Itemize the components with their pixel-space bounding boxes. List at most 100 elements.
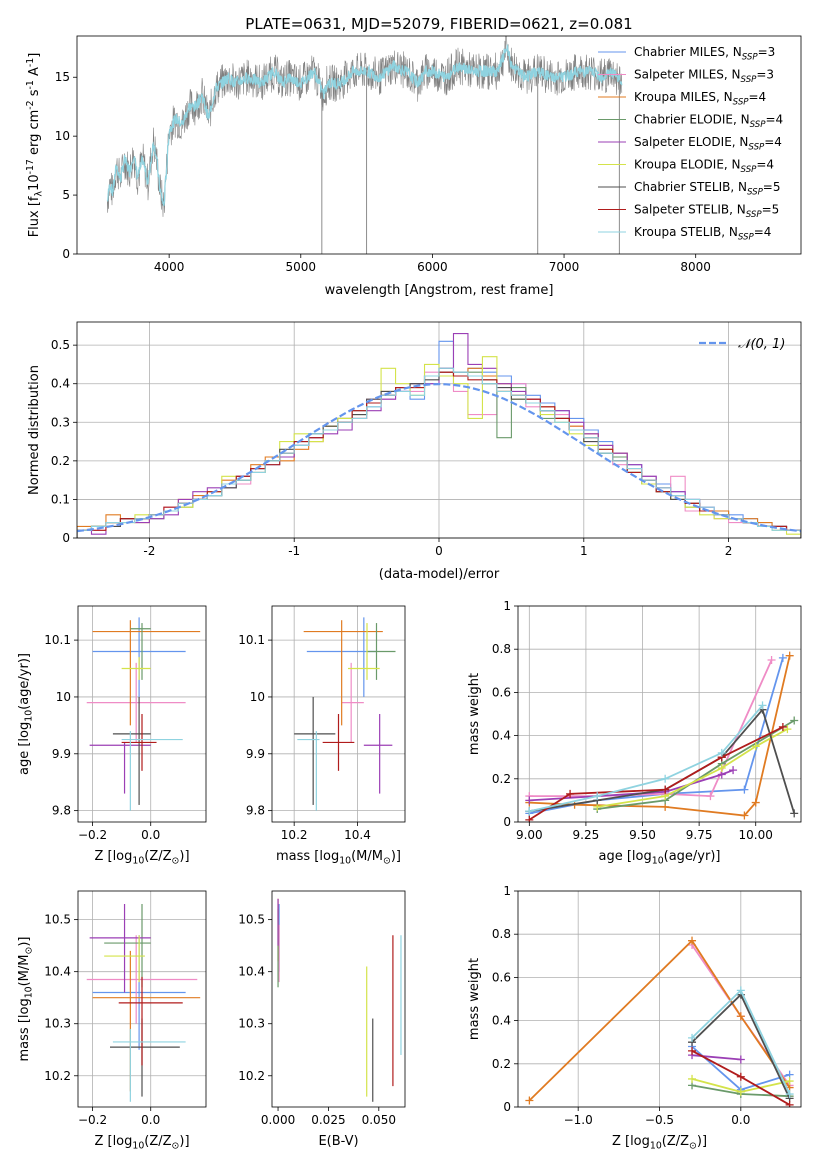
- label-segment: Kroupa ELODIE, N: [634, 158, 741, 172]
- label-segment: SSP: [741, 75, 758, 85]
- label-segment: erg cm: [27, 110, 42, 159]
- label-segment: -1: [25, 58, 36, 67]
- point-marker: [736, 986, 745, 995]
- label-segment: Kroupa MILES, N: [634, 90, 733, 104]
- label-segment: ⊙: [24, 947, 35, 955]
- y-tick-label: 10.5: [238, 913, 265, 927]
- point-marker: [736, 1072, 745, 1081]
- point-marker: [751, 798, 760, 807]
- label-segment: mass weight: [467, 673, 482, 755]
- point-marker: [790, 716, 799, 725]
- label-segment: =3: [758, 45, 776, 59]
- point-marker: [688, 1046, 697, 1055]
- y-tick-label: 10: [56, 690, 71, 704]
- y-tick-label: 10.2: [44, 1069, 71, 1083]
- point-marker: [751, 742, 760, 751]
- x-tick-label: 7000: [549, 260, 580, 274]
- label-segment: 10: [132, 856, 144, 867]
- axes-age-vs-Z: −0.2 0.0 9.8 9.9 10 10.1: [44, 605, 207, 842]
- label-segment: Chabrier ELODIE, N: [634, 113, 750, 127]
- x-tick-label: 0.000: [261, 1113, 295, 1127]
- legend: Chabrier MILES, NSSP=3 Salpeter MILES, NS…: [598, 45, 783, 243]
- label-segment: 10: [652, 856, 664, 867]
- x-tick-label: 1: [580, 544, 588, 558]
- x-axis-label: (data-model)/error: [379, 567, 500, 582]
- y-tick-label: 0.8: [492, 642, 511, 656]
- point-marker: [525, 815, 534, 822]
- point-marker: [661, 785, 670, 794]
- x-tick-label: −0.2: [78, 1113, 107, 1127]
- x-tick-label: −0.2: [78, 828, 107, 842]
- gaussian-reference-curve: [77, 382, 801, 533]
- x-tick-label: 9.50: [629, 828, 656, 842]
- label-segment: SSP: [742, 53, 759, 63]
- point-marker: [778, 722, 787, 731]
- legend-label: Kroupa MILES, NSSP=4: [634, 90, 766, 108]
- y-tick-label: 0: [503, 815, 511, 829]
- legend-label: Salpeter MILES, NSSP=3: [634, 68, 774, 86]
- x-tick-label: 10.00: [739, 828, 773, 842]
- mass-weight-series: [528, 939, 791, 1102]
- plot-area-spectrum: [106, 36, 623, 254]
- x-tick-label: 10.2: [281, 828, 308, 842]
- label-segment: =4: [756, 158, 774, 172]
- label-segment: 10: [24, 986, 35, 998]
- point-marker: [717, 764, 726, 772]
- axes-frame: [77, 605, 207, 823]
- y-tick-label: 0.2: [51, 454, 70, 468]
- legend-label: Kroupa ELODIE, NSSP=4: [634, 158, 774, 176]
- point-marker: [566, 789, 575, 798]
- label-segment: SSP: [748, 143, 765, 153]
- y-tick-label: 9.8: [52, 804, 71, 818]
- label-segment: Z [log: [94, 849, 132, 864]
- label-segment: mass weight: [467, 958, 482, 1040]
- y-axis-label: age [log10(age/yr)]: [17, 653, 35, 775]
- legend-label: Chabrier MILES, NSSP=3: [634, 45, 775, 63]
- label-segment: Salpeter STELIB, N: [634, 203, 746, 217]
- label-segment: SSP: [750, 120, 767, 130]
- label-segment: 10: [27, 174, 42, 191]
- x-tick-label: 0.025: [311, 1113, 345, 1127]
- axes-frame: [76, 35, 802, 255]
- x-tick-label: 9.75: [686, 828, 713, 842]
- y-axis-label: mass weight: [467, 958, 482, 1040]
- x-axis-label: age [log10(age/yr)]: [599, 849, 721, 867]
- x-tick-label: −1.0: [564, 1113, 593, 1127]
- y-axis-label: mass [log10(M/M⊙)]: [17, 937, 35, 1062]
- label-segment: ⊙: [172, 856, 180, 867]
- point-marker: [717, 748, 726, 757]
- label-segment: =3: [756, 68, 774, 82]
- axes-frame: [517, 890, 802, 1108]
- axes-frame: [271, 605, 406, 823]
- x-tick-label: 0.0: [141, 1113, 160, 1127]
- label-segment: ⊙: [689, 1141, 697, 1152]
- legend-label: Chabrier STELIB, NSSP=5: [634, 180, 781, 198]
- point-marker: [785, 651, 794, 660]
- label-segment: 10: [132, 1141, 144, 1152]
- point-marker: [525, 807, 534, 816]
- plot-area-mass-vs-Z: [86, 904, 201, 1102]
- point-marker: [688, 1033, 697, 1042]
- x-tick-label: 0.0: [141, 828, 160, 842]
- x-tick-label: -2: [143, 544, 155, 558]
- y-tick-label: 10.1: [238, 633, 265, 647]
- label-segment: age [log: [599, 849, 652, 864]
- x-tick-label: 0: [435, 544, 443, 558]
- x-axis-label: Z [log10(Z/Z⊙)]: [94, 1134, 189, 1152]
- axes-residuals: -2 -1 0 1 2 0 0.1 0.2 0.3 0.4 0.5: [51, 321, 802, 558]
- x-tick-label: 4000: [154, 260, 185, 274]
- axes-frame: [77, 890, 207, 1108]
- point-marker: [661, 774, 670, 783]
- label-segment: (Z/Z: [144, 849, 171, 864]
- x-tick-label: 2: [725, 544, 733, 558]
- y-tick-label: 0.3: [51, 415, 70, 429]
- label-segment: Flux [f: [27, 196, 42, 237]
- y-tick-label: 0.8: [492, 927, 511, 941]
- label-segment: (data-model)/error: [379, 567, 500, 582]
- legend-label: Salpeter ELODIE, NSSP=4: [634, 135, 782, 153]
- point-marker: [736, 1087, 745, 1096]
- axes-frame: [76, 321, 802, 539]
- y-tick-label: 9.9: [246, 747, 265, 761]
- label-segment: 10: [339, 856, 351, 867]
